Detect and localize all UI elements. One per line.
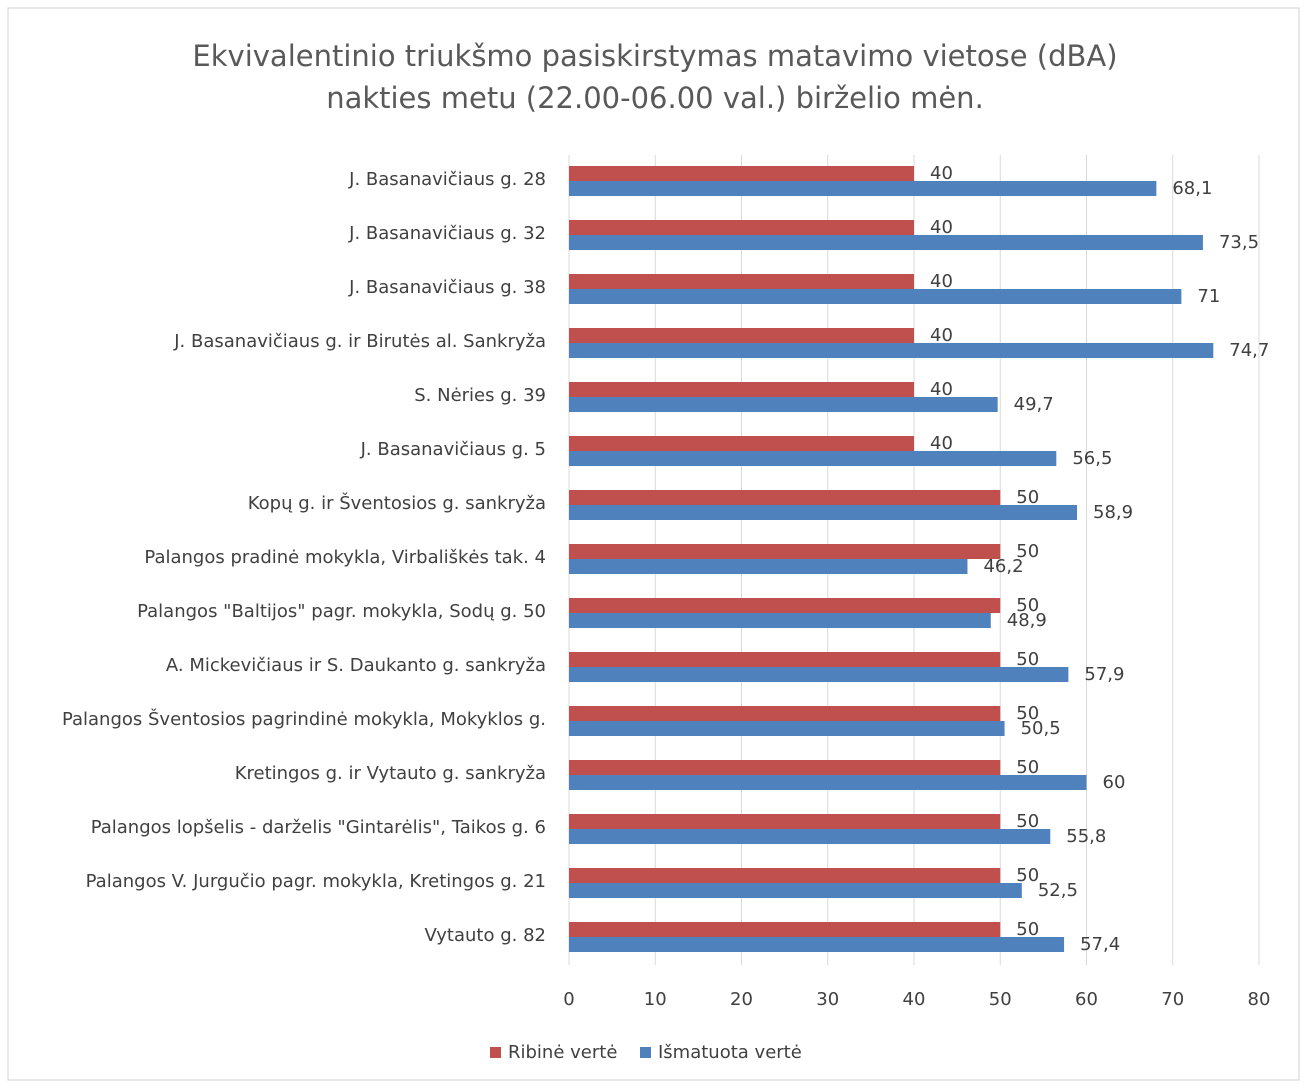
legend-swatch [640,1047,651,1058]
data-label: 57,4 [1080,934,1120,955]
data-label: 50 [1016,703,1039,724]
bar [569,397,998,412]
bar [569,451,1057,466]
bar [569,868,1001,883]
y-tick-label: Kretingos g. ir Vytauto g. sankryža [235,763,546,784]
data-label: 57,9 [1084,664,1124,685]
data-label: 71 [1197,286,1220,307]
x-tick-label: 40 [903,989,926,1010]
bar [569,436,914,451]
bar [569,544,1001,559]
x-tick-label: 30 [816,989,839,1010]
y-tick-label: Palangos lopšelis - darželis "Gintarėlis… [91,817,546,838]
y-tick-label: Kopų g. ir Šventosios g. sankryža [248,492,546,514]
data-label: 55,8 [1066,826,1106,847]
bar [569,883,1022,898]
data-label: 40 [930,433,953,454]
bar [569,613,991,628]
bar [569,505,1078,520]
data-label: 50 [1016,865,1039,886]
x-tick-label: 50 [989,989,1012,1010]
y-tick-label: J. Basanavičiaus g. 28 [348,169,546,190]
bar [569,382,914,397]
bar [569,922,1001,937]
data-label: 46,2 [983,556,1023,577]
bar [569,706,1001,721]
y-tick-label: Palangos V. Jurgučio pagr. mokykla, Kret… [86,871,546,892]
bar [569,328,914,343]
bar [569,235,1203,250]
y-tick-label: Palangos pradinė mokykla, Virbališkės ta… [144,547,546,568]
y-tick-label: A. Mickevičiaus ir S. Daukanto g. sankry… [166,655,546,676]
legend-label: Išmatuota vertė [658,1042,802,1063]
x-tick-label: 60 [1075,989,1098,1010]
data-label: 40 [930,325,953,346]
data-label: 52,5 [1038,880,1078,901]
bar [569,181,1157,196]
data-label: 50 [1016,595,1039,616]
data-label: 50 [1016,919,1039,940]
legend-swatch [490,1047,501,1058]
bar [569,598,1001,613]
bar [569,937,1065,952]
data-label: 50 [1016,541,1039,562]
legend-label: Ribinė vertė [508,1042,617,1063]
data-label: 74,7 [1229,340,1269,361]
data-label: 73,5 [1219,232,1259,253]
bar [569,490,1001,505]
bar [569,220,914,235]
data-label: 56,5 [1072,448,1112,469]
y-tick-label: Vytauto g. 82 [424,925,546,946]
bar [569,721,1005,736]
data-label: 50 [1016,649,1039,670]
bar [569,760,1001,775]
bar [569,274,914,289]
bar [569,343,1214,358]
bar [569,775,1087,790]
bar [569,166,914,181]
y-tick-label: J. Basanavičiaus g. ir Birutės al. Sankr… [173,331,546,352]
x-tick-label: 20 [730,989,753,1010]
x-tick-label: 80 [1248,989,1271,1010]
data-label: 60 [1103,772,1126,793]
data-label: 50,5 [1021,718,1061,739]
bar [569,559,968,574]
x-tick-label: 10 [644,989,667,1010]
data-label: 68,1 [1172,178,1212,199]
x-tick-label: 0 [563,989,574,1010]
data-label: 40 [930,163,953,184]
y-tick-label: J. Basanavičiaus g. 38 [348,277,546,298]
data-label: 50 [1016,811,1039,832]
y-tick-label: Palangos "Baltijos" pagr. mokykla, Sodų … [137,601,546,622]
y-tick-label: S. Nėries g. 39 [414,385,546,406]
data-label: 58,9 [1093,502,1133,523]
chart-title: Ekvivalentinio triukšmo pasiskirstymas m… [192,39,1117,73]
data-label: 48,9 [1007,610,1047,631]
y-tick-label: J. Basanavičiaus g. 32 [348,223,546,244]
y-tick-label: J. Basanavičiaus g. 5 [360,439,546,460]
x-tick-label: 70 [1161,989,1184,1010]
y-tick-label: Palangos Šventosios pagrindinė mokykla, … [62,708,546,730]
data-label: 40 [930,379,953,400]
data-label: 49,7 [1014,394,1054,415]
bar [569,667,1069,682]
bar [569,814,1001,829]
data-label: 40 [930,217,953,238]
data-label: 50 [1016,487,1039,508]
bar [569,289,1182,304]
data-label: 50 [1016,757,1039,778]
bar [569,652,1001,667]
bar [569,829,1051,844]
data-label: 40 [930,271,953,292]
chart-title: nakties metu (22.00-06.00 val.) birželio… [326,81,984,115]
